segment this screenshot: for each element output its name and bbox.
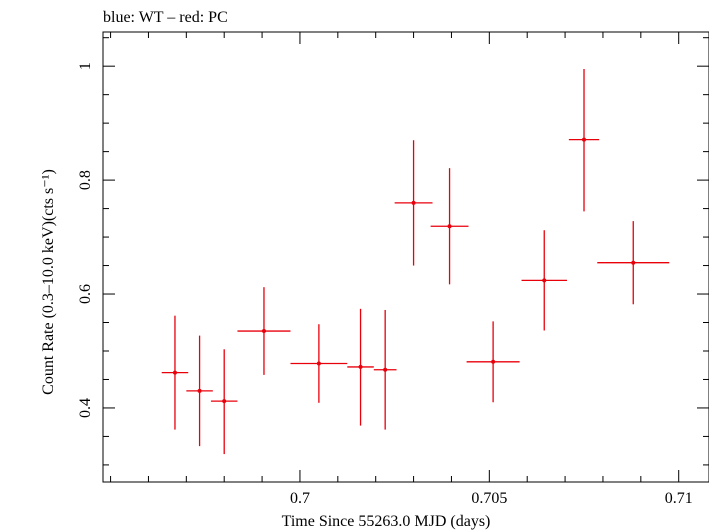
data-point [161, 315, 189, 430]
data-point [237, 287, 291, 375]
x-axis: 0.7 0.705 0.71 [110, 32, 693, 507]
data-point [568, 69, 600, 212]
point-marker [411, 200, 416, 205]
x-tick-label: 0.705 [471, 490, 507, 507]
data-point [521, 230, 567, 331]
data-point [347, 308, 374, 426]
y-tick-label: 0.4 [77, 398, 94, 418]
chart-title: blue: WT – red: PC [103, 9, 228, 26]
point-marker [358, 364, 363, 369]
data-point [430, 168, 469, 285]
data-point [210, 349, 238, 455]
data-point [597, 221, 670, 305]
y-tick-label: 0.8 [77, 170, 94, 190]
point-marker [383, 367, 388, 372]
x-axis-label: Time Since 55263.0 MJD (days) [282, 513, 491, 530]
point-marker [261, 329, 266, 334]
point-marker [631, 260, 636, 265]
point-marker [582, 137, 587, 142]
point-marker [447, 224, 452, 229]
data-point [186, 335, 213, 447]
y-axis-label: Count Rate (0.3–10.0 keV)(cts s⁻¹) [40, 169, 57, 395]
data-point [290, 324, 348, 403]
point-marker [222, 399, 227, 404]
point-marker [197, 388, 202, 393]
data-point [373, 309, 397, 430]
x-tick-label: 0.7 [290, 490, 310, 507]
data-point [466, 321, 520, 403]
point-marker [491, 359, 496, 364]
x-tick-label: 0.71 [665, 490, 693, 507]
point-marker [542, 278, 547, 283]
point-marker [172, 370, 177, 375]
y-tick-label: 1 [77, 62, 94, 70]
data-point [394, 140, 433, 266]
y-tick-label: 0.6 [77, 284, 94, 304]
y-axis: 0.4 0.6 0.8 1 [77, 37, 709, 466]
point-marker [316, 361, 321, 366]
data-series-pc [161, 69, 670, 455]
plot-frame [102, 31, 709, 483]
